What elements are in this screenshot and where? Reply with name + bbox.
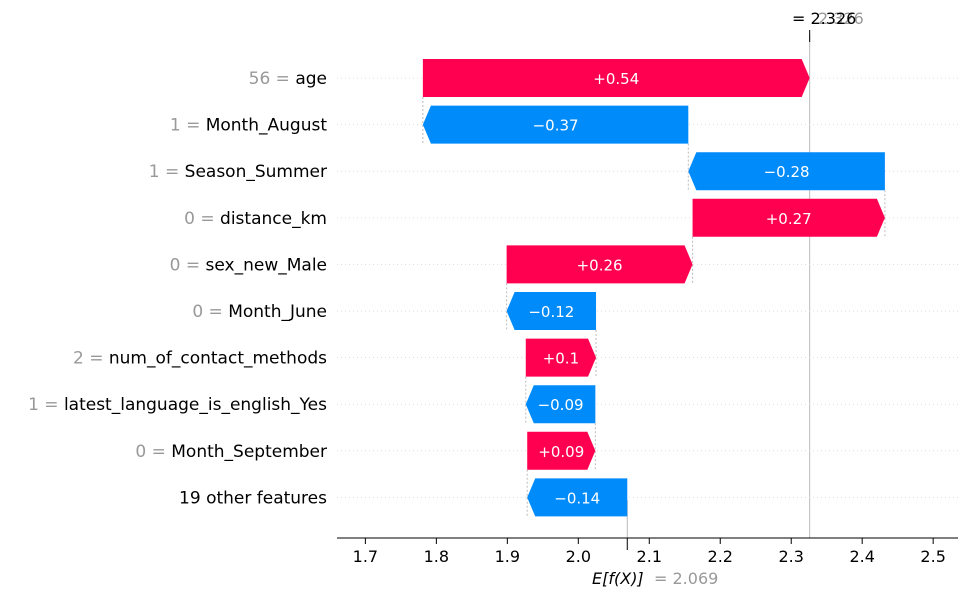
- waterfall-bar: [422, 105, 689, 144]
- x-tick-label: 2.5: [920, 547, 945, 566]
- bar-value-label: −0.09: [538, 396, 584, 414]
- feature-value: 0 =: [192, 302, 228, 322]
- waterfall-bar: [506, 245, 693, 284]
- feature-value: 56 =: [249, 69, 296, 89]
- fx-label: = 2.326: [792, 9, 856, 28]
- feature-name: latest_language_is_english_Yes: [64, 395, 327, 415]
- fx-value-faded: 2.326: [818, 9, 864, 28]
- feature-value: 1 =: [28, 395, 64, 415]
- expected-value-label: E[f(X)]: [592, 569, 644, 588]
- feature-name: Month_June: [228, 302, 327, 322]
- feature-value: 0 =: [135, 442, 171, 462]
- x-tick-label: 2.3: [778, 547, 803, 566]
- feature-label: 1 = Month_August: [170, 116, 327, 136]
- feature-value: 1 =: [149, 162, 185, 182]
- feature-name: Month_August: [206, 116, 328, 136]
- feature-value: 2 =: [73, 349, 109, 369]
- feature-name: age: [295, 69, 327, 89]
- fx-annotation: 2.326 = 2.326: [792, 9, 864, 28]
- bar-value-label: −0.28: [764, 163, 810, 181]
- expected-value-number: = 2.069: [654, 569, 718, 588]
- feature-name: 19 other features: [179, 488, 327, 508]
- bar-value-label: +0.54: [593, 70, 639, 88]
- bar-value-label: −0.37: [533, 117, 579, 135]
- feature-label: 1 = latest_language_is_english_Yes: [28, 395, 327, 415]
- feature-name: sex_new_Male: [206, 255, 327, 275]
- bar-value-label: −0.12: [528, 303, 574, 321]
- x-tick-label: 2.0: [566, 547, 591, 566]
- waterfall-bar: [527, 478, 628, 517]
- bar-value-label: +0.09: [538, 443, 584, 461]
- waterfall-bar: [692, 198, 885, 237]
- feature-label: 19 other features: [179, 488, 327, 508]
- feature-label: 56 = age: [249, 69, 327, 89]
- x-tick-label: 1.9: [495, 547, 520, 566]
- expected-value-annotation: E[f(X)] = 2.069: [592, 569, 718, 588]
- feature-name: distance_km: [220, 209, 327, 229]
- feature-value: 1 =: [170, 116, 206, 136]
- feature-name: Month_September: [171, 442, 327, 462]
- waterfall-bar: [422, 59, 810, 97]
- feature-value: 0 =: [170, 255, 206, 275]
- feature-label: 2 = num_of_contact_methods: [73, 349, 327, 369]
- x-tick-label: 1.8: [424, 547, 449, 566]
- x-tick-label: 2.1: [637, 547, 662, 566]
- bar-value-label: +0.26: [577, 256, 623, 274]
- waterfall-bar: [525, 385, 596, 424]
- feature-name: Season_Summer: [185, 162, 327, 182]
- feature-label: 1 = Season_Summer: [149, 162, 327, 182]
- waterfall-bar: [525, 338, 597, 377]
- waterfall-bar: [506, 292, 597, 330]
- bars-group: +0.54 −0.37 −0.28 +0.27 +0.26 −0.12 +0.1 −0.09 +…: [422, 59, 885, 517]
- x-tick-label: 2.2: [708, 547, 733, 566]
- x-tick-label: 2.4: [849, 547, 874, 566]
- waterfall-bar: [688, 152, 885, 191]
- feature-name: num_of_contact_methods: [109, 349, 327, 369]
- feature-value: 0 =: [184, 209, 220, 229]
- bar-value-label: +0.27: [766, 210, 812, 228]
- bar-value-label: −0.14: [554, 489, 600, 507]
- feature-label: 0 = Month_June: [192, 302, 327, 322]
- bar-value-label: +0.1: [543, 350, 579, 368]
- x-axis: 1.7 1.8 1.9 2.0 2.1 2.2 2.3 2.4 2.5: [353, 538, 946, 566]
- feature-label: 0 = distance_km: [184, 209, 327, 229]
- feature-label: 0 = Month_September: [135, 442, 327, 462]
- x-tick-label: 1.7: [353, 547, 378, 566]
- waterfall-bar: [527, 431, 596, 470]
- feature-label: 0 = sex_new_Male: [170, 255, 327, 275]
